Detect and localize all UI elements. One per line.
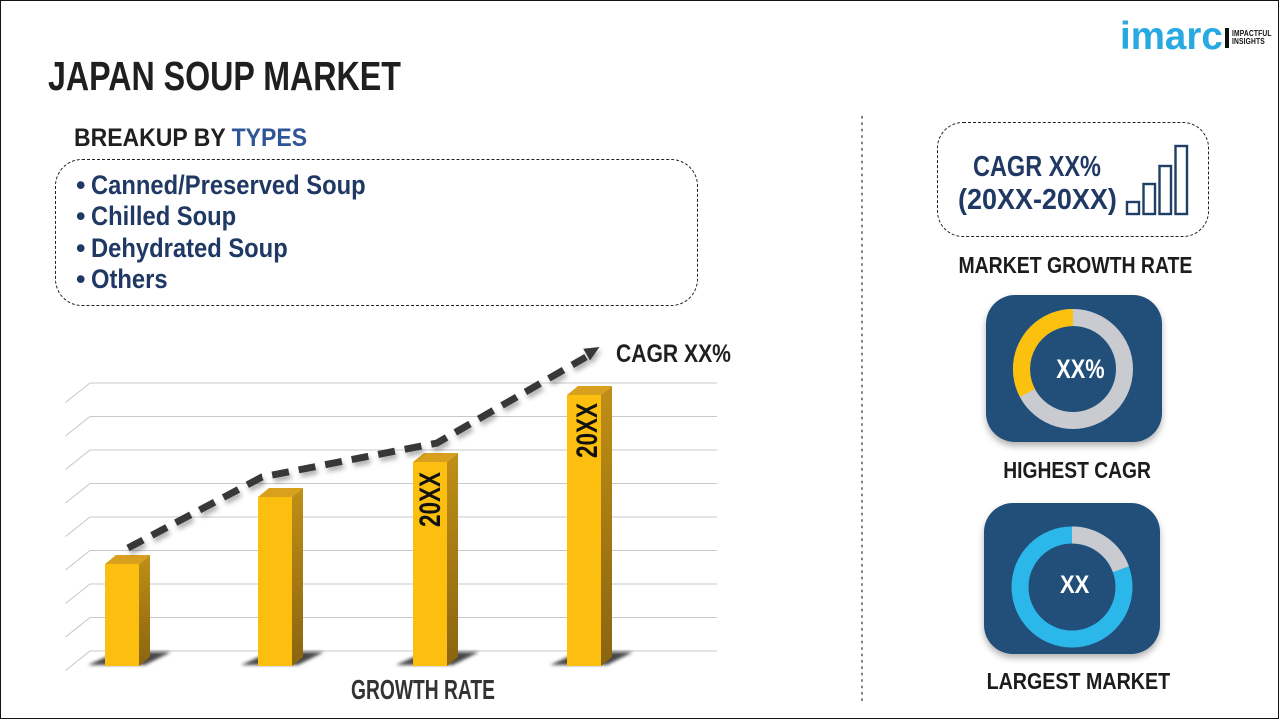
svg-text:20XX: 20XX — [413, 472, 447, 527]
svg-text:GROWTH RATE: GROWTH RATE — [351, 676, 495, 706]
svg-text:20XX: 20XX — [570, 403, 604, 458]
svg-text:CAGR XX%: CAGR XX% — [616, 339, 731, 367]
